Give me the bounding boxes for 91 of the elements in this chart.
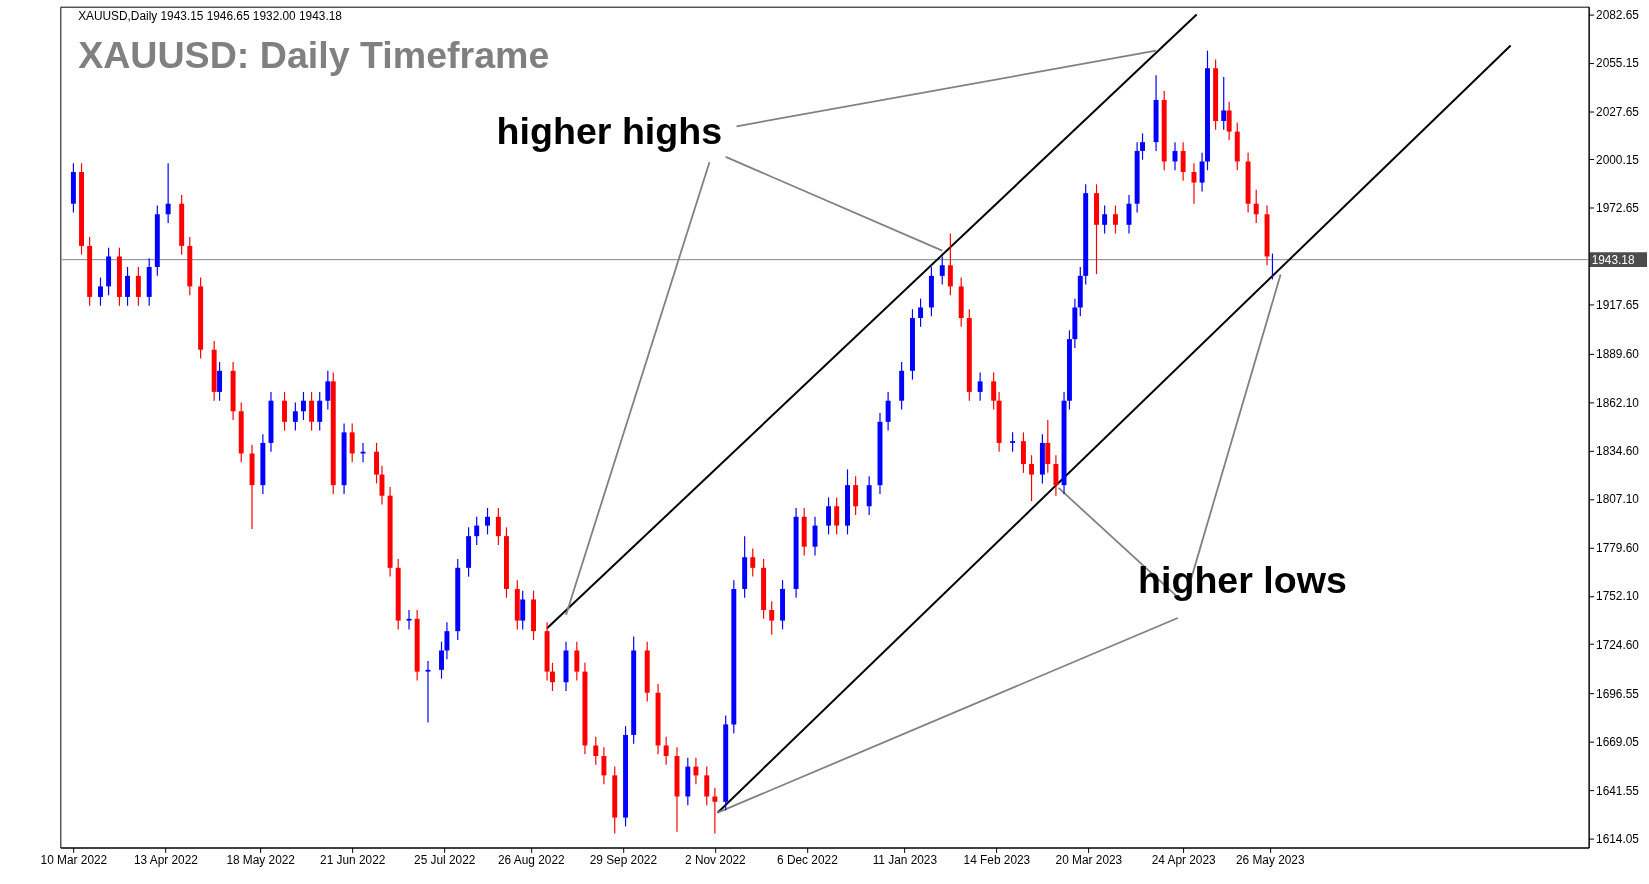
candlestick (520, 590, 526, 630)
x-tick-label: 14 Feb 2023 (963, 852, 1031, 867)
candlestick (1180, 141, 1186, 182)
candlestick (1029, 454, 1035, 502)
chart-subtitle: XAUUSD,Daily 1943.15 1946.65 1932.00 1943.18 (78, 8, 343, 23)
annotation: higher lows (1138, 559, 1347, 602)
x-tick-label: 11 Jan 2023 (872, 852, 938, 867)
candlestick (769, 600, 775, 636)
candlestick (125, 266, 131, 307)
y-tick-label: 2027.65 (1596, 104, 1640, 119)
candlestick (1112, 204, 1118, 235)
candlestick (406, 609, 412, 630)
text: XAUUSD: Daily Timeframe (78, 34, 550, 77)
candlestick (439, 641, 444, 680)
x-tick-label: 13 Apr 2022 (133, 852, 198, 867)
candlestick (574, 641, 580, 681)
candlestick (444, 621, 450, 660)
candlestick (1140, 132, 1145, 161)
y-tick-label: 1972.65 (1596, 201, 1640, 216)
candlestick (550, 662, 555, 692)
candlestick (939, 255, 945, 286)
candlestick (474, 516, 480, 546)
candlestick (712, 787, 718, 835)
candlestick (593, 736, 599, 766)
candlestick (853, 475, 859, 516)
candlestick (1020, 431, 1026, 474)
candlestick (826, 496, 832, 535)
candlestick (309, 391, 315, 432)
y-tick-label: 1889.60 (1596, 347, 1640, 362)
candlestick (379, 465, 385, 506)
candlestick (282, 391, 287, 432)
y-tick-label: 1779.60 (1596, 540, 1640, 555)
candlestick (1010, 431, 1016, 453)
candlestick (866, 475, 872, 516)
annotation: higher highs (496, 110, 723, 153)
candlestick (1253, 189, 1259, 224)
candlestick (1191, 162, 1197, 205)
x-tick-label: 24 Apr 2023 (1151, 852, 1217, 867)
candlestick (325, 370, 331, 411)
y-tick-label: 1862.10 (1596, 395, 1640, 410)
candlestick (165, 162, 171, 224)
candlestick (977, 371, 983, 402)
y-tick-label: 1669.05 (1596, 735, 1640, 750)
candlestick (918, 298, 924, 328)
y-tick-label: 1807.10 (1596, 492, 1640, 507)
x-tick-label: 6 Dec 2022 (777, 852, 838, 867)
candlestick (1053, 454, 1059, 497)
candlestick (1102, 204, 1108, 235)
candlestick (693, 757, 699, 785)
x-tick-label: 2 Nov 2022 (685, 852, 746, 867)
y-tick-label: 1614.05 (1596, 832, 1640, 847)
candlestick (374, 442, 380, 484)
candlestick (1199, 152, 1205, 192)
candlestick (947, 233, 953, 296)
candlestick (663, 736, 669, 766)
candlestick (704, 765, 710, 806)
y-tick-label: 1834.60 (1596, 444, 1640, 459)
x-tick-label: 20 Mar 2023 (1055, 852, 1123, 867)
y-tick-label: 1752.10 (1596, 589, 1640, 604)
x-tick-label: 10 Mar 2022 (40, 852, 108, 867)
ref-line-label: 1943.18 (1591, 252, 1635, 267)
y-tick-label: 1641.55 (1596, 783, 1640, 798)
candlestick (349, 422, 355, 463)
candlestick (885, 391, 891, 432)
candlestick (750, 547, 756, 578)
candlestick (485, 507, 490, 535)
candlestick (217, 361, 223, 402)
x-tick-label: 21 Jun 2022 (320, 852, 386, 867)
x-tick-label: 18 May 2022 (226, 852, 295, 867)
candlestick (1226, 101, 1232, 141)
candlestick (135, 266, 141, 307)
y-tick-label: 1917.65 (1596, 298, 1640, 313)
candlestick (98, 276, 103, 307)
candlestick (317, 391, 323, 432)
candlestick (1221, 76, 1227, 131)
candlestick (1045, 419, 1051, 474)
y-tick-label: 2000.15 (1596, 152, 1640, 167)
y-tick-label: 2082.65 (1596, 7, 1640, 22)
candlestick (834, 496, 840, 535)
candlestick (601, 746, 607, 785)
x-tick-label: 26 Aug 2022 (498, 852, 565, 867)
x-tick-label: 26 May 2023 (1235, 852, 1305, 867)
candlestick (991, 371, 997, 411)
y-tick-label: 1724.60 (1596, 637, 1640, 652)
x-tick-label: 25 Jul 2022 (414, 852, 476, 867)
candlestick (292, 401, 298, 432)
y-tick-label: 1696.55 (1596, 686, 1640, 701)
candlestick (301, 391, 306, 421)
candlestick (495, 507, 501, 546)
y-tick-label: 2055.15 (1596, 56, 1640, 71)
x-tick-label: 29 Sep 2022 (589, 852, 657, 867)
